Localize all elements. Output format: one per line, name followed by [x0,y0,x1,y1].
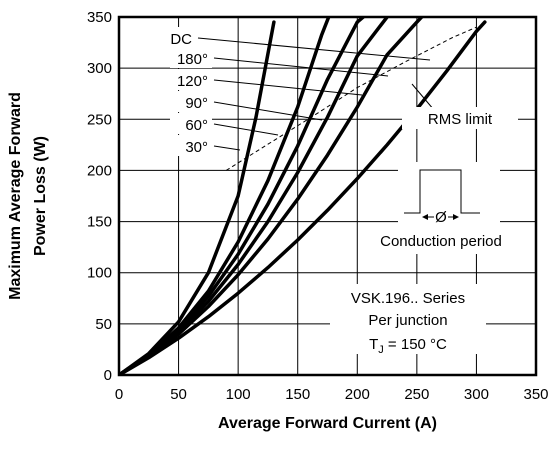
rms-leader [411,83,435,111]
conduction-waveform [404,169,480,214]
label-bg [170,91,212,112]
x-tick-label: 150 [285,386,310,403]
series-label-2: 120° [177,73,208,90]
x-tick-label: 50 [170,386,187,403]
series-label-1: 180° [177,51,208,68]
series-line-3 [119,17,365,375]
series-label-0: DC [170,31,192,48]
y-axis-title-line2: Power Loss (W) [32,136,49,256]
x-tick-label: 250 [404,386,429,403]
label-bg [170,47,212,68]
y-tick-label: 150 [87,214,112,231]
label-bg [170,113,212,134]
series-name-label: VSK.196.. Series [351,290,465,307]
series-line-4 [119,17,331,375]
x-tick-label: 100 [226,386,251,403]
conduction-period-label: Conduction period [380,233,502,250]
leader-line-1 [213,57,389,77]
x-tick-label: 0 [115,386,123,403]
phi-bg [434,209,448,225]
series-label-4: 60° [185,117,208,134]
y-tick-label: 350 [87,9,112,26]
rms-limit-layer [225,26,477,171]
x-tick-label: 300 [464,386,489,403]
series-line-0 [119,20,487,375]
x-axis-title: Average Forward Current (A) [218,415,437,432]
leader-line-2 [213,79,363,96]
leader-line-5 [213,145,241,151]
plot-frame [117,15,538,377]
label-bg [170,69,212,90]
curves-layer [119,17,487,375]
label-bg [170,135,212,156]
leader-line-3 [213,101,323,121]
y-tick-label: 250 [87,111,112,128]
conduction-label-bg [362,229,522,251]
y-tick-label: 300 [87,60,112,77]
rms-limit-label: RMS limit [428,111,493,128]
annotation-layer: DC 180° 120° 90° 60° 30° RMS limit Ø Conduction … [154,27,522,356]
info-block-bg [330,284,486,354]
x-tick-label: 350 [523,386,548,403]
tj-label: TJ = 150 °C [369,336,447,356]
per-junction-label: Per junction [368,312,447,329]
rms-limit-line [225,26,477,171]
leader-line-0 [197,37,431,61]
series-label-3: 90° [185,95,208,112]
y-tick-label: 100 [87,265,112,282]
leader-line-4 [213,123,279,136]
series-line-5 [119,20,276,375]
tick-labels: 0 50 100 150 200 250 300 350 0 50 100 150 200 250 300 3… [87,9,549,403]
y-tick-label: 50 [95,316,112,333]
label-bg [154,27,196,48]
series-label-5: 30° [185,139,208,156]
y-axis-title-line1: Maximum Average Forward [7,92,24,300]
y-tick-label: 0 [104,367,112,384]
rms-label-bg [402,107,518,129]
phi-symbol: Ø [435,209,447,226]
x-tick-label: 200 [345,386,370,403]
y-tick-label: 200 [87,162,112,179]
